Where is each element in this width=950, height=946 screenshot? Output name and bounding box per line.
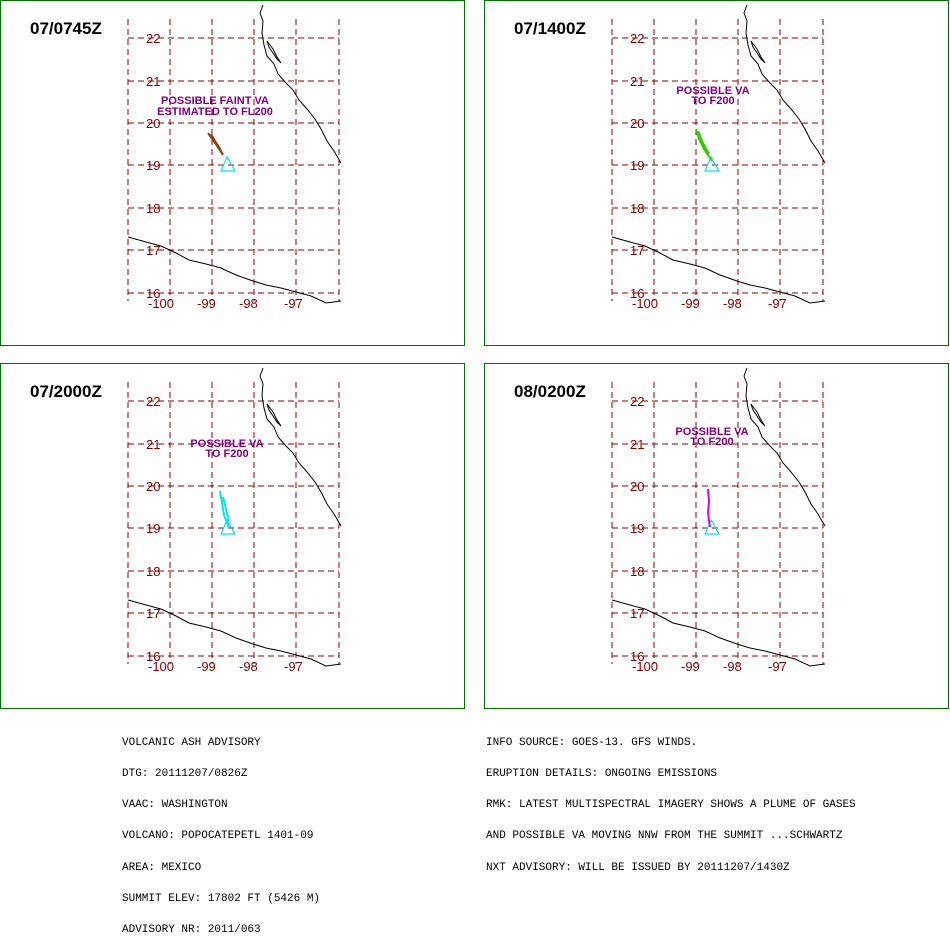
- map-canvas: 22 21 20 19 18 17 16-100 -99 -98 -97 POSSIBLE VATO…: [611, 367, 826, 674]
- latitude-label: 22: [630, 31, 644, 46]
- gulf-coastline: [259, 4, 342, 164]
- va-advisory-note: TO F200: [205, 448, 248, 460]
- pacific-coastline: [127, 236, 342, 304]
- longitude-label: -97: [768, 659, 787, 674]
- latitude-label: 17: [146, 606, 160, 621]
- ash-plume-outline: [219, 490, 230, 529]
- longitude-label: -98: [723, 659, 742, 674]
- coastal-lagoon: [266, 40, 282, 64]
- longitude-label: -99: [197, 296, 216, 311]
- volcano-summit-marker: [220, 155, 237, 172]
- latitude-label: 22: [146, 394, 160, 409]
- va-advisory-note: POSSIBLE VA: [676, 85, 749, 97]
- map-panel-3: 07/2000Z 22 21 20 19 18 17 16 -100 -99 -98 -97 POSS…: [0, 363, 465, 709]
- volcano-summit-marker: [704, 155, 721, 172]
- latitude-label: 16: [146, 286, 160, 301]
- longitude-label: -100: [632, 296, 658, 311]
- pacific-coastline: [127, 599, 342, 667]
- footer-line: NXT ADVISORY: WILL BE ISSUED BY 20111207…: [486, 861, 790, 874]
- footer-line: VAAC: WASHINGTON: [122, 799, 228, 812]
- longitude-label: -98: [239, 296, 258, 311]
- latitude-label: 17: [146, 243, 160, 258]
- latitude-label: 20: [146, 116, 160, 131]
- latitude-label: 19: [630, 521, 644, 536]
- footer-line: VOLCANIC ASH ADVISORY: [122, 736, 261, 749]
- latitude-label: 21: [630, 74, 644, 89]
- panel-time-label: 07/1400Z: [514, 19, 586, 38]
- gulf-coastline: [259, 367, 342, 527]
- longitude-label: -97: [284, 296, 303, 311]
- longitude-label: -97: [768, 296, 787, 311]
- longitude-label: -99: [197, 659, 216, 674]
- latitude-label: 16: [630, 286, 644, 301]
- pacific-coastline: [611, 236, 826, 304]
- latitude-label: 17: [630, 243, 644, 258]
- footer-line: ERUPTION DETAILS: ONGOING EMISSIONS: [486, 768, 718, 781]
- latitude-label: 20: [630, 479, 644, 494]
- latitude-label: 19: [630, 158, 644, 173]
- latitude-label: 16: [146, 649, 160, 664]
- va-advisory-note: POSSIBLE FAINT VA: [161, 95, 269, 107]
- longitude-label: -98: [723, 296, 742, 311]
- volcano-summit-marker: [220, 518, 237, 535]
- latitude-label: 17: [630, 606, 644, 621]
- latitude-label: 21: [146, 74, 160, 89]
- map-panel-4: 08/0200Z 22 21 20 19 18 17 16 -100 -99 -98 -97 POSS…: [484, 363, 949, 709]
- latitude-label: 20: [630, 116, 644, 131]
- map-canvas: 22 21 20 19 18 17 16-100 -99 -98 -97 POSSIBLE VATO…: [127, 367, 342, 674]
- panel-time-label: 08/0200Z: [514, 382, 586, 401]
- va-advisory-note: POSSIBLE VA: [190, 438, 263, 450]
- pacific-coastline: [611, 599, 826, 667]
- longitude-label: -100: [148, 659, 174, 674]
- coastal-lagoon: [750, 40, 766, 64]
- panel-time-label: 07/2000Z: [30, 382, 102, 401]
- advisory-header-block: VOLCANIC ASH ADVISORY DTG: 20111207/0826…: [122, 717, 320, 946]
- va-advisory-note: POSSIBLE VA: [675, 426, 748, 438]
- latitude-label: 18: [630, 564, 644, 579]
- map-canvas: 22 21 20 19 18 17 16-100 -99 -98 -97 POSSIBLE VATO…: [611, 4, 826, 311]
- latitude-label: 22: [630, 394, 644, 409]
- latitude-label: 19: [146, 158, 160, 173]
- latitude-label: 18: [630, 201, 644, 216]
- footer-line: RMK: LATEST MULTISPECTRAL IMAGERY SHOWS …: [486, 799, 856, 812]
- footer-line: DTG: 20111207/0826Z: [122, 768, 248, 781]
- longitude-label: -100: [148, 296, 174, 311]
- ash-plume-outline: [706, 488, 711, 528]
- latitude-label: 18: [146, 201, 160, 216]
- map-panel-1: 07/0745Z 22 21 20 19 18 17 16 -100 -99 -98 -97 POSS…: [0, 0, 465, 346]
- longitude-label: -97: [284, 659, 303, 674]
- longitude-label: -100: [632, 659, 658, 674]
- footer-line: AREA: MEXICO: [122, 861, 202, 874]
- panel-time-label: 07/0745Z: [30, 19, 102, 38]
- volcano-summit-marker: [704, 518, 721, 535]
- ash-plume-outline: [695, 128, 713, 162]
- footer-line: ADVISORY NR: 2011/063: [122, 924, 261, 937]
- va-advisory-note: ESTIMATED TO FL200: [157, 106, 273, 118]
- latitude-label: 18: [146, 564, 160, 579]
- longitude-label: -98: [239, 659, 258, 674]
- footer-line: INFO SOURCE: GOES-13. GFS WINDS.: [486, 736, 698, 749]
- footer-line: AND POSSIBLE VA MOVING NNW FROM THE SUMM…: [486, 830, 843, 843]
- va-advisory-note: TO F200: [691, 95, 734, 107]
- latitude-label: 22: [146, 31, 160, 46]
- latitude-label: 19: [146, 521, 160, 536]
- map-panel-2: 07/1400Z 22 21 20 19 18 17 16 -100 -99 -98 -97 POSS…: [484, 0, 949, 346]
- va-advisory-note: TO F200: [690, 436, 733, 448]
- gulf-coastline: [743, 367, 826, 527]
- latitude-label: 21: [146, 437, 160, 452]
- latitude-label: 20: [146, 479, 160, 494]
- footer-line: VOLCANO: POPOCATEPETL 1401-09: [122, 830, 314, 843]
- advisory-remarks-block: INFO SOURCE: GOES-13. GFS WINDS. ERUPTIO…: [486, 717, 856, 883]
- latitude-label: 21: [630, 437, 644, 452]
- coastal-lagoon: [266, 403, 282, 427]
- map-canvas: 22 21 20 19 18 17 16-100 -99 -98 -97 POSSIBLE FAIN…: [127, 4, 342, 311]
- coastal-lagoon: [750, 403, 766, 427]
- gulf-coastline: [743, 4, 826, 164]
- latitude-label: 16: [630, 649, 644, 664]
- longitude-label: -99: [681, 296, 700, 311]
- footer-line: SUMMIT ELEV: 17802 FT (5426 M): [122, 892, 321, 905]
- ash-plume-outline: [207, 132, 224, 156]
- longitude-label: -99: [681, 659, 700, 674]
